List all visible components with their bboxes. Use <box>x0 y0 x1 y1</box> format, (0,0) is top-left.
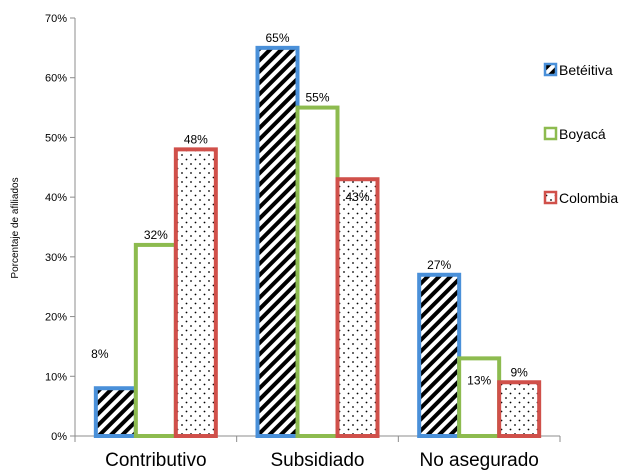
legend-label: Colombia <box>559 190 618 206</box>
legend-swatch <box>543 190 558 205</box>
y-axis-label: Porcentaje de afiliados <box>10 177 21 278</box>
bar-boyacá-contributivo <box>133 242 178 438</box>
bar-betéitiva-contributivo <box>93 386 138 439</box>
bar-boyacá-subsidiado <box>295 105 340 438</box>
y-tick-label: 20% <box>45 312 67 324</box>
y-tick-label: 60% <box>45 73 67 85</box>
y-tick-label: 40% <box>45 192 67 204</box>
data-label: 9% <box>510 365 528 379</box>
bar-boyacá-no-asegurado <box>457 356 502 438</box>
legend-item-boyacá: Boyacá <box>543 126 606 142</box>
x-category-label: No asegurado <box>419 450 538 471</box>
data-label: 55% <box>305 91 329 105</box>
legend-item-betéitiva: Betéitiva <box>543 62 613 78</box>
legend-label: Betéitiva <box>559 62 613 78</box>
y-tick-label: 0% <box>51 431 67 443</box>
bars-layer <box>93 45 542 439</box>
x-category-label: Subsidiado <box>270 450 364 471</box>
axes: 0% 10% 20% 30% 40% 50% 60% 70% Contributivo Subsi… <box>45 13 561 471</box>
legend: Betéitiva Boyacá Colombia <box>543 62 618 206</box>
bar-betéitiva-no-asegurado <box>417 272 462 438</box>
y-tick-label: 50% <box>45 132 67 144</box>
bar-colombia-contributivo <box>173 147 218 438</box>
y-tick-label: 70% <box>45 13 67 25</box>
x-category-label: Contributivo <box>105 450 206 471</box>
data-label: 65% <box>265 31 289 45</box>
y-tick-label: 10% <box>45 371 67 383</box>
legend-item-colombia: Colombia <box>543 190 618 206</box>
data-label: 13% <box>467 373 491 387</box>
legend-swatch <box>543 126 558 141</box>
bar-colombia-subsidiado <box>335 177 380 438</box>
data-label: 8% <box>91 347 109 361</box>
data-label: 48% <box>184 132 208 146</box>
data-labels-layer: 8% 65% 27% 32% 55% 13% 48% 43% 9% <box>91 31 528 388</box>
y-tick-label: 30% <box>45 252 67 264</box>
data-label: 27% <box>427 258 451 272</box>
data-label: 43% <box>345 190 369 204</box>
legend-label: Boyacá <box>559 126 606 142</box>
bar-betéitiva-subsidiado <box>255 45 300 438</box>
bar-colombia-no-asegurado <box>497 380 542 438</box>
legend-swatch <box>543 62 558 77</box>
data-label: 32% <box>144 228 168 242</box>
